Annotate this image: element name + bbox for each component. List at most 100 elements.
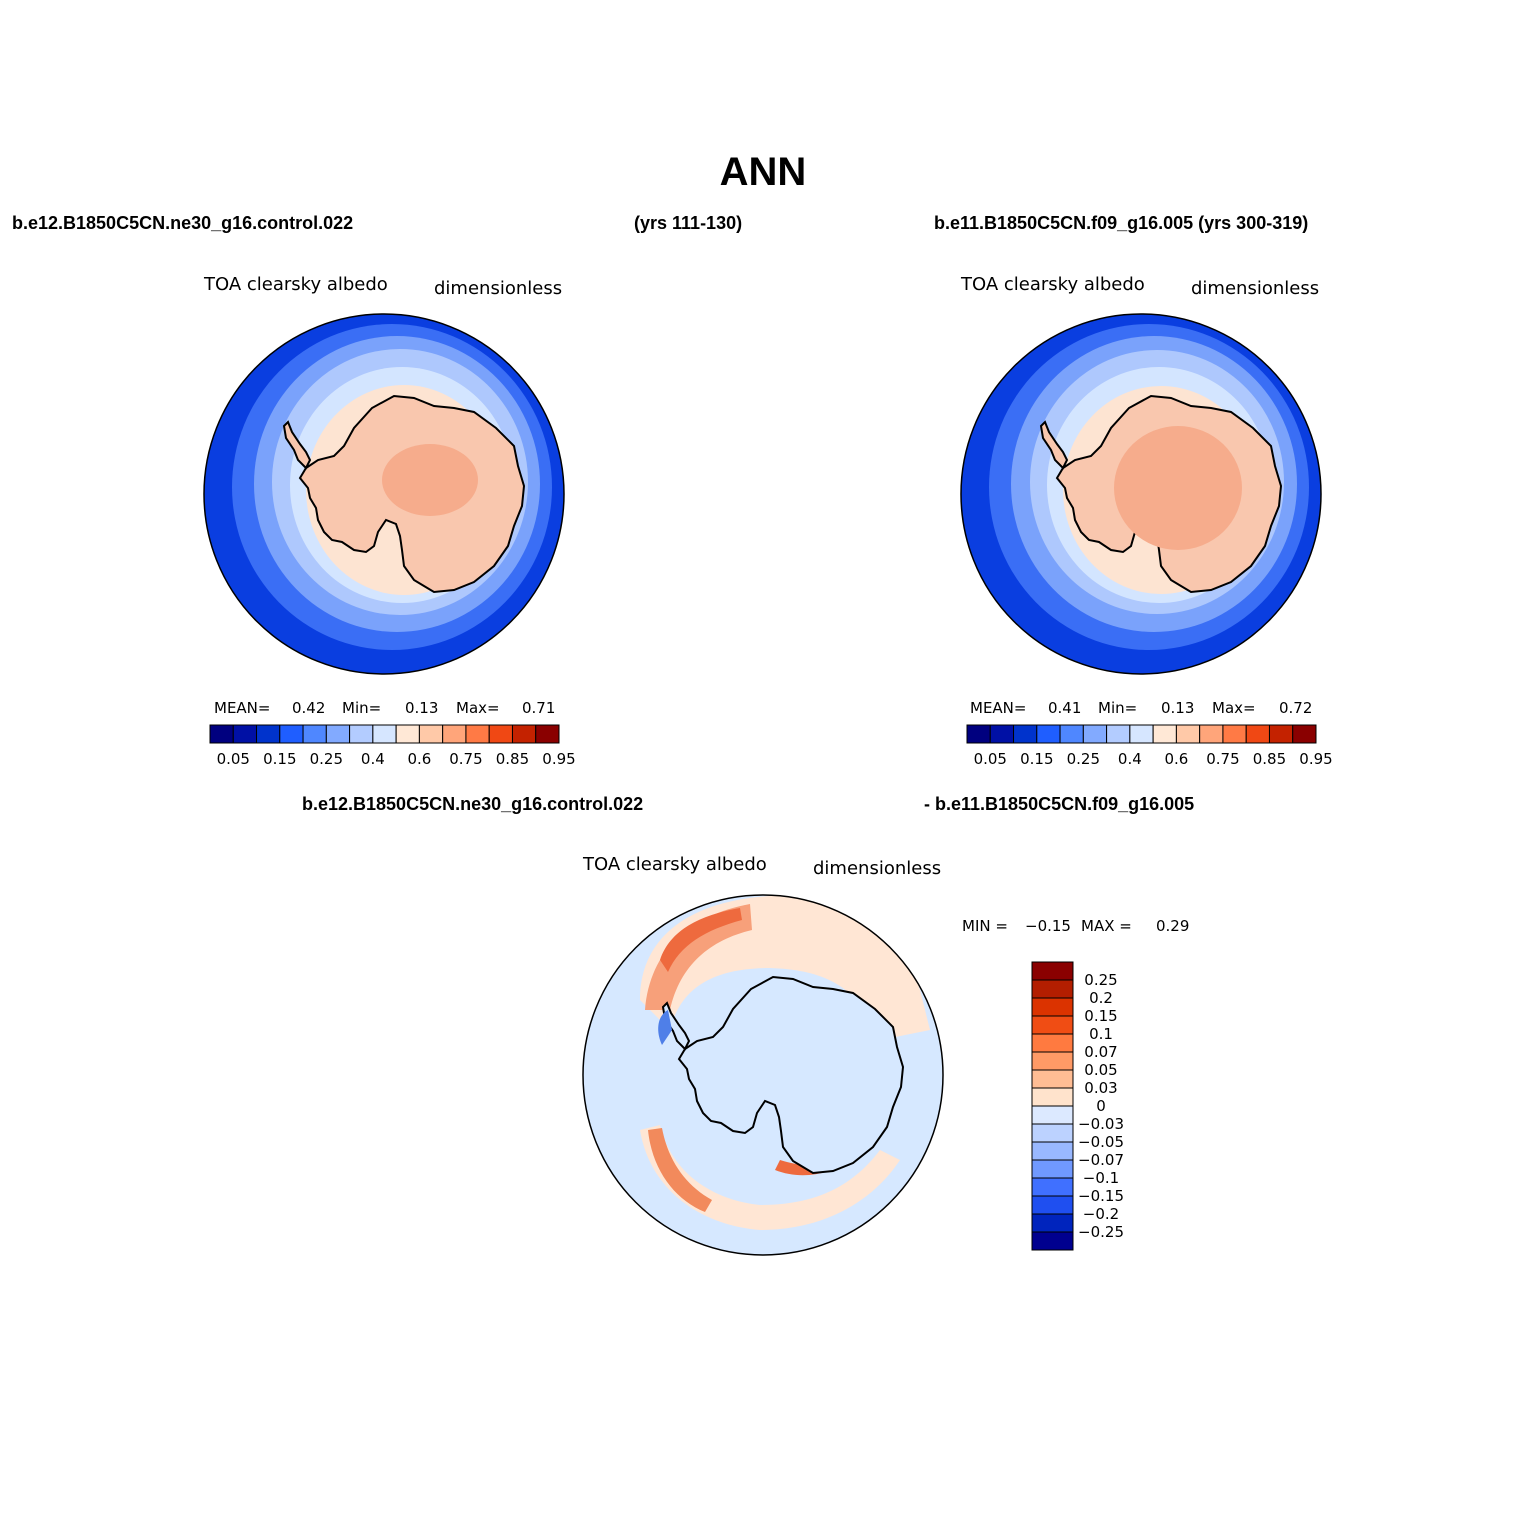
colorbar-tick-label: −0.05: [1078, 1133, 1124, 1151]
colorbar-swatch: [442, 724, 467, 744]
polar-map-left: [204, 314, 564, 674]
colorbar-swatch: [989, 724, 1015, 744]
max-label: Max=: [456, 699, 500, 717]
mean-label: MEAN=: [970, 699, 1026, 717]
colorbar-swatch: [256, 724, 281, 744]
colorbar-tick-label: 0.4: [1118, 750, 1142, 768]
colorbar-tick-label: −0.03: [1078, 1115, 1124, 1133]
polar-map-right: [961, 314, 1321, 674]
colorbar-tick-label: 0.75: [1206, 750, 1239, 768]
colorbar-tick-label: −0.07: [1078, 1151, 1124, 1169]
right-case-years: b.e11.B1850C5CN.f09_g16.005 (yrs 300-319…: [934, 213, 1308, 233]
colorbar-swatch: [395, 724, 420, 744]
colorbar-tick-label: 0.95: [542, 750, 575, 768]
colorbar-swatch: [1031, 1177, 1074, 1197]
colorbar-diff: 0.250.20.150.10.070.050.030−0.03−0.05−0.…: [1031, 961, 1124, 1251]
variable-name: TOA clearsky albedo: [960, 274, 1145, 295]
colorbar-left: 0.05 0.15 0.25 0.4 0.6 0.75 0.85 0.95: [209, 724, 576, 768]
colorbar-swatch: [349, 724, 374, 744]
colorbar-tick-label: 0.03: [1084, 1079, 1117, 1097]
colorbar-swatch: [1036, 724, 1061, 744]
page-title: ANN: [720, 150, 807, 194]
colorbar-swatch: [1245, 724, 1270, 744]
colorbar-tick-label: 0.15: [263, 750, 296, 768]
colorbar-swatch: [232, 724, 258, 744]
map-panel-left: TOA clearsky albedo dimensionless MEAN= …: [203, 274, 576, 768]
colorbar-swatch: [1152, 724, 1177, 744]
colorbar-tick-label: 0.1: [1089, 1025, 1113, 1043]
colorbar-tick-label: −0.2: [1083, 1205, 1119, 1223]
colorbar-tick-label: 0.75: [449, 750, 482, 768]
colorbar-tick-label: −0.15: [1078, 1187, 1124, 1205]
max-value: 0.29: [1156, 917, 1189, 935]
min-value: −0.15: [1025, 917, 1071, 935]
colorbar-swatch: [209, 724, 234, 744]
colorbar-swatch: [966, 724, 991, 744]
colorbar-swatch: [511, 724, 537, 744]
colorbar-swatch: [1031, 1105, 1074, 1125]
mean-value: 0.42: [292, 699, 325, 717]
colorbar-swatch: [1268, 724, 1294, 744]
colorbar-swatch: [535, 724, 560, 744]
colorbar-tick-label: 0.25: [310, 750, 343, 768]
colorbar-tick-label: −0.1: [1083, 1169, 1119, 1187]
polar-map-diff: [583, 895, 943, 1255]
colorbar-tick-label: 0.4: [361, 750, 385, 768]
colorbar-tick-label: 0.2: [1089, 989, 1113, 1007]
colorbar-swatch: [1031, 1033, 1074, 1053]
diff-case-left: b.e12.B1850C5CN.ne30_g16.control.022: [302, 794, 643, 814]
colorbar-swatch: [372, 724, 397, 744]
colorbar-swatch: [1031, 1051, 1074, 1071]
colorbar-swatch: [1013, 724, 1038, 744]
min-label: Min=: [1098, 699, 1137, 717]
colorbar-tick-label: 0.25: [1084, 971, 1117, 989]
colorbar-tick-label: 0.05: [217, 750, 250, 768]
colorbar-tick-label: 0.85: [1253, 750, 1286, 768]
left-case-name: b.e12.B1850C5CN.ne30_g16.control.022: [12, 213, 353, 233]
units-label: dimensionless: [813, 858, 941, 879]
colorbar-swatch: [1031, 1015, 1074, 1035]
colorbar-swatch: [1031, 997, 1074, 1017]
max-value: 0.71: [522, 699, 555, 717]
colorbar-swatch: [1059, 724, 1084, 744]
colorbar-tick-label: 0.25: [1067, 750, 1100, 768]
colorbar-swatch: [1292, 724, 1317, 744]
colorbar-swatch: [1199, 724, 1224, 744]
map-panel-diff: TOA clearsky albedo dimensionless MIN = …: [582, 854, 1189, 1256]
min-value: 0.13: [405, 699, 438, 717]
colorbar-swatch: [1175, 724, 1201, 744]
colorbar-tick-label: 0.15: [1020, 750, 1053, 768]
colorbar-tick-label: 0.6: [1164, 750, 1188, 768]
variable-name: TOA clearsky albedo: [203, 274, 388, 295]
colorbar-swatch: [1031, 1069, 1074, 1089]
min-value: 0.13: [1161, 699, 1194, 717]
colorbar-swatch: [418, 724, 444, 744]
units-label: dimensionless: [1191, 278, 1319, 299]
colorbar-swatch: [1031, 1087, 1074, 1107]
colorbar-tick-label: 0.07: [1084, 1043, 1117, 1061]
colorbar-swatch: [325, 724, 351, 744]
colorbar-swatch: [302, 724, 327, 744]
mean-label: MEAN=: [214, 699, 270, 717]
colorbar-swatch: [1031, 1141, 1074, 1161]
diff-case-right: - b.e11.B1850C5CN.f09_g16.005: [924, 794, 1194, 814]
colorbar-tick-label: 0.6: [407, 750, 431, 768]
variable-name: TOA clearsky albedo: [582, 854, 767, 875]
colorbar-swatch: [1031, 961, 1074, 981]
colorbar-swatch: [1031, 1159, 1074, 1179]
map-panel-right: TOA clearsky albedo dimensionless MEAN= …: [960, 274, 1333, 768]
colorbar-tick-label: 0.85: [496, 750, 529, 768]
colorbar-swatch: [1129, 724, 1154, 744]
max-label: Max=: [1212, 699, 1256, 717]
colorbar-swatch: [465, 724, 490, 744]
colorbar-right: 0.05 0.15 0.25 0.4 0.6 0.75 0.85 0.95: [966, 724, 1333, 768]
colorbar-swatch: [1031, 1123, 1074, 1143]
colorbar-swatch: [1031, 979, 1074, 999]
colorbar-swatch: [1031, 1195, 1074, 1215]
units-label: dimensionless: [434, 278, 562, 299]
colorbar-swatch: [1106, 724, 1131, 744]
colorbar-tick-label: 0.05: [974, 750, 1007, 768]
min-label: Min=: [342, 699, 381, 717]
max-label: MAX =: [1081, 917, 1132, 935]
max-value: 0.72: [1279, 699, 1312, 717]
